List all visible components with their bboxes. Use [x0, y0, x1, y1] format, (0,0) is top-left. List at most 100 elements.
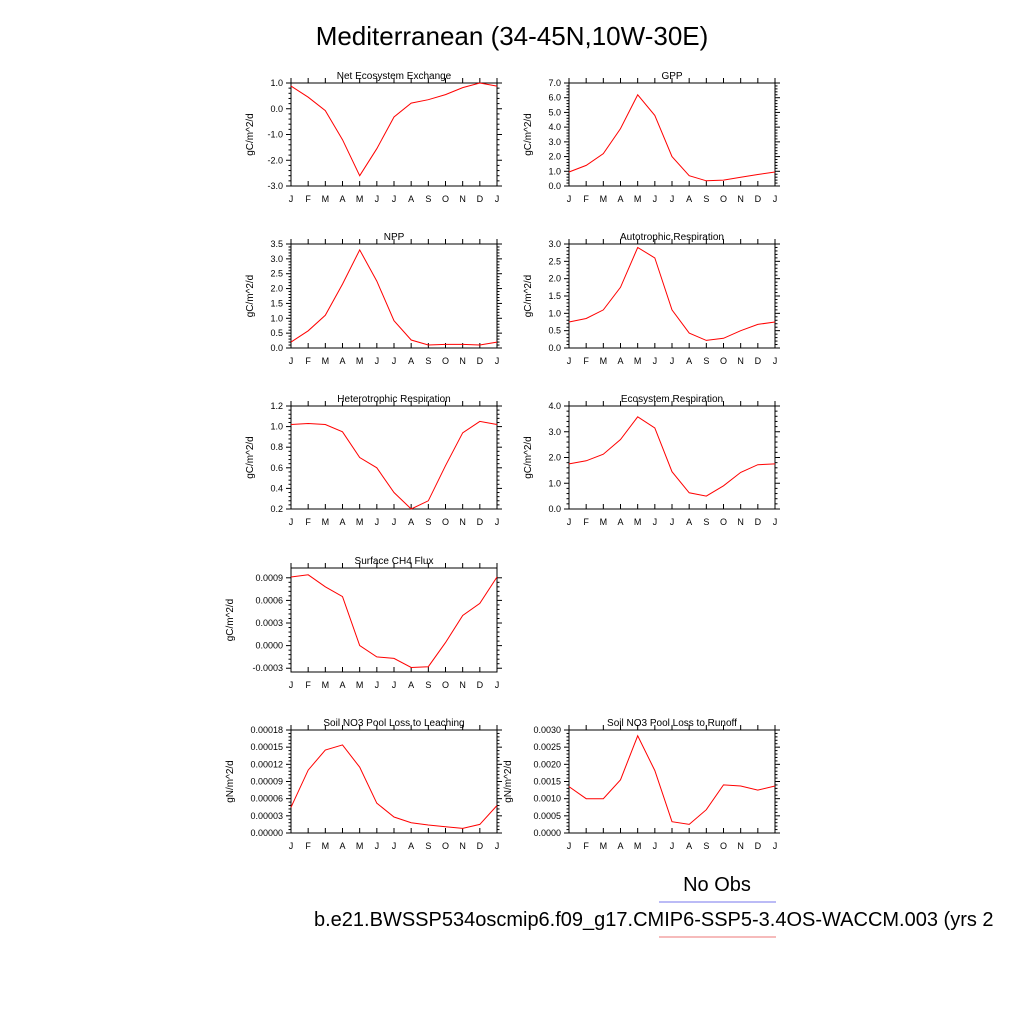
- y-tick-label: 0.0006: [255, 595, 283, 605]
- plot-frame: [568, 405, 776, 510]
- y-tick-label: -1.0: [267, 130, 283, 140]
- y-tick-label: 0.00006: [250, 794, 283, 804]
- x-tick-label: D: [755, 517, 762, 527]
- y-tick-label: 1.5: [548, 291, 561, 301]
- x-tick-label: J: [392, 194, 397, 204]
- y-axis-label: gN/m^2/d: [503, 760, 514, 803]
- x-tick-label: M: [634, 194, 642, 204]
- x-tick-label: O: [442, 194, 449, 204]
- x-tick-label: S: [425, 841, 431, 851]
- y-axis-label: gC/m^2/d: [523, 113, 534, 156]
- x-tick-label: N: [737, 356, 744, 366]
- y-tick-label: 0.0000: [255, 641, 283, 651]
- x-tick-label: M: [356, 517, 364, 527]
- y-tick-label: 4.0: [548, 401, 561, 411]
- y-tick-label: 0.0015: [533, 777, 561, 787]
- y-axis-label: gC/m^2/d: [245, 275, 256, 318]
- plot-frame: [290, 567, 498, 673]
- x-tick-label: F: [583, 841, 589, 851]
- x-tick-label: A: [686, 194, 692, 204]
- y-tick-label: 0.0030: [533, 725, 561, 735]
- y-tick-label: 3.0: [548, 239, 561, 249]
- y-tick-label: 1.2: [270, 401, 283, 411]
- x-tick-label: M: [600, 194, 608, 204]
- x-tick-label: D: [755, 841, 762, 851]
- y-tick-label: -3.0: [267, 181, 283, 191]
- x-tick-label: J: [375, 680, 380, 690]
- x-tick-label: A: [686, 841, 692, 851]
- x-tick-label: A: [408, 680, 414, 690]
- y-axis-label: gC/m^2/d: [245, 113, 256, 156]
- x-tick-label: J: [567, 517, 572, 527]
- y-axis-label: gC/m^2/d: [245, 436, 256, 479]
- x-tick-label: J: [392, 517, 397, 527]
- x-tick-label: D: [755, 356, 762, 366]
- y-tick-label: 7.0: [548, 78, 561, 88]
- x-tick-label: J: [495, 841, 500, 851]
- x-tick-label: J: [375, 517, 380, 527]
- x-tick-label: J: [653, 841, 658, 851]
- x-tick-label: J: [670, 841, 675, 851]
- x-tick-label: J: [773, 841, 778, 851]
- x-tick-label: O: [720, 841, 727, 851]
- x-tick-label: J: [495, 194, 500, 204]
- panel-title: Soil NO3 Pool Loss to Runoff: [607, 718, 737, 729]
- x-tick-label: F: [305, 356, 311, 366]
- x-tick-label: M: [356, 356, 364, 366]
- x-tick-label: J: [392, 841, 397, 851]
- x-tick-label: O: [442, 841, 449, 851]
- x-tick-label: F: [583, 517, 589, 527]
- y-tick-label: 1.0: [270, 78, 283, 88]
- x-tick-label: J: [375, 841, 380, 851]
- x-tick-label: A: [339, 841, 345, 851]
- y-tick-label: 3.0: [548, 427, 561, 437]
- x-tick-label: A: [686, 356, 692, 366]
- y-tick-label: 0.0: [270, 104, 283, 114]
- series-line: [568, 734, 776, 825]
- x-tick-label: O: [442, 517, 449, 527]
- x-tick-label: D: [755, 194, 762, 204]
- x-tick-label: F: [583, 356, 589, 366]
- x-tick-label: S: [703, 194, 709, 204]
- plot-frame: [568, 729, 776, 834]
- x-tick-label: J: [567, 356, 572, 366]
- y-tick-label: 1.0: [270, 422, 283, 432]
- x-tick-label: O: [720, 517, 727, 527]
- x-tick-label: M: [322, 841, 330, 851]
- x-tick-label: J: [495, 680, 500, 690]
- x-tick-label: M: [600, 841, 608, 851]
- series-line: [568, 246, 776, 341]
- y-tick-label: 4.0: [548, 122, 561, 132]
- x-tick-label: S: [425, 194, 431, 204]
- y-tick-label: 0.0000: [533, 828, 561, 838]
- x-tick-label: N: [459, 841, 466, 851]
- x-tick-label: J: [773, 517, 778, 527]
- x-tick-label: N: [737, 517, 744, 527]
- x-tick-label: J: [392, 356, 397, 366]
- y-tick-label: 0.00015: [250, 742, 283, 752]
- y-tick-label: 0.8: [270, 442, 283, 452]
- x-tick-label: A: [686, 517, 692, 527]
- plot-frame: [568, 243, 776, 349]
- plot-frame: [290, 405, 498, 510]
- x-tick-label: A: [339, 356, 345, 366]
- x-tick-label: M: [356, 194, 364, 204]
- x-tick-label: A: [339, 194, 345, 204]
- x-tick-label: S: [425, 356, 431, 366]
- x-tick-label: O: [720, 356, 727, 366]
- x-tick-label: J: [567, 841, 572, 851]
- x-tick-label: D: [477, 841, 484, 851]
- y-axis-label: gC/m^2/d: [523, 275, 534, 318]
- x-tick-label: J: [289, 517, 294, 527]
- x-tick-label: J: [289, 841, 294, 851]
- x-tick-label: J: [653, 356, 658, 366]
- x-tick-label: D: [477, 680, 484, 690]
- x-tick-label: O: [442, 356, 449, 366]
- x-tick-label: M: [322, 356, 330, 366]
- y-tick-label: 2.5: [548, 256, 561, 266]
